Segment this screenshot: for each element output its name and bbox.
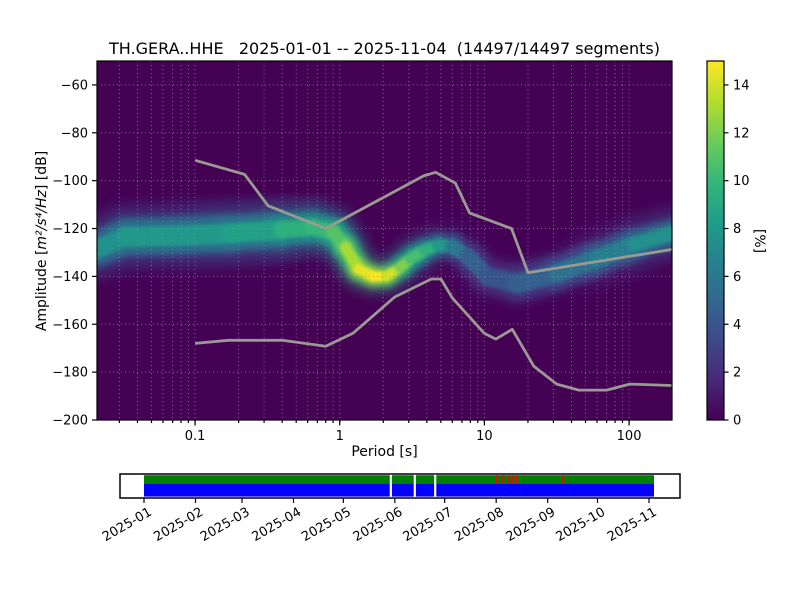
coverage-data-bar [144,484,654,497]
x-tick-label: 10 [476,429,493,444]
timeline-month-label: 2025-01 [100,505,155,545]
coverage-gap [413,474,416,497]
colorbar-border [706,60,725,421]
y-tick-label: −80 [61,126,88,141]
coverage-warning-mark [515,475,518,484]
noise-model-low [194,277,672,392]
y-axis-label-math: m²/s⁴/Hz [34,190,50,250]
coverage-warning-mark [512,475,515,484]
colorbar-tick-label: 4 [733,318,741,333]
noise-models [194,158,672,392]
coverage-warning-mark [502,475,505,484]
y-axis-label-prefix: Amplitude [ [34,249,50,332]
timeline-month-label: 2025-03 [198,505,253,545]
timeline-month-label: 2025-11 [605,505,660,545]
plot-title: TH.GERA..HHE 2025-01-01 -- 2025-11-04 (1… [109,39,660,58]
colorbar-label: [%] [751,228,767,254]
x-axis-label: Period [s] [351,444,418,460]
colorbar-tick-label: 6 [733,270,741,285]
y-tick-label: −100 [52,174,88,189]
x-tick-label: 0.1 [185,429,206,444]
y-tick-label: −140 [52,270,88,285]
y-tick-label: −160 [52,318,88,333]
timeline-month-label: 2025-05 [299,505,354,545]
colorbar-tick-label: 10 [733,174,750,189]
colorbar [707,61,724,420]
timeline-month-label: 2025-09 [504,505,559,545]
y-axis-label: Amplitude [m²/s⁴/Hz] [dB] [34,111,50,371]
y-tick-label: −200 [52,414,88,429]
axis-ticks [92,84,630,426]
timeline-month-label: 2025-08 [452,505,507,545]
timeline-month-label: 2025-10 [553,505,608,545]
coverage-warning-mark [495,475,498,484]
band-core [97,218,672,294]
colorbar-tick-label: 12 [733,126,750,141]
coverage-processed-bar [144,475,654,484]
colorbar-tick-label: 2 [733,366,741,381]
y-axis-label-suffix: ] [dB] [34,150,50,191]
coverage-gap [389,474,392,497]
timeline-month-label: 2025-04 [249,505,304,545]
timeline-month-label: 2025-07 [401,505,456,545]
y-tick-label: −60 [61,78,88,93]
timeline-month-label: 2025-02 [151,505,206,545]
x-tick-label: 1 [336,429,344,444]
noise-model-high [194,158,672,275]
timeline-month-label: 2025-06 [351,505,406,545]
y-tick-label: −120 [52,222,88,237]
colorbar-tick-label: 14 [733,78,750,93]
colorbar-tick-label: 0 [733,414,741,429]
x-tick-label: 100 [617,429,642,444]
y-tick-label: −180 [52,366,88,381]
coverage-gap [434,474,437,497]
coverage-warning-mark [562,475,565,484]
coverage-warning-mark [508,475,511,484]
plot-border [96,60,673,421]
colorbar-tick-label: 8 [733,222,741,237]
